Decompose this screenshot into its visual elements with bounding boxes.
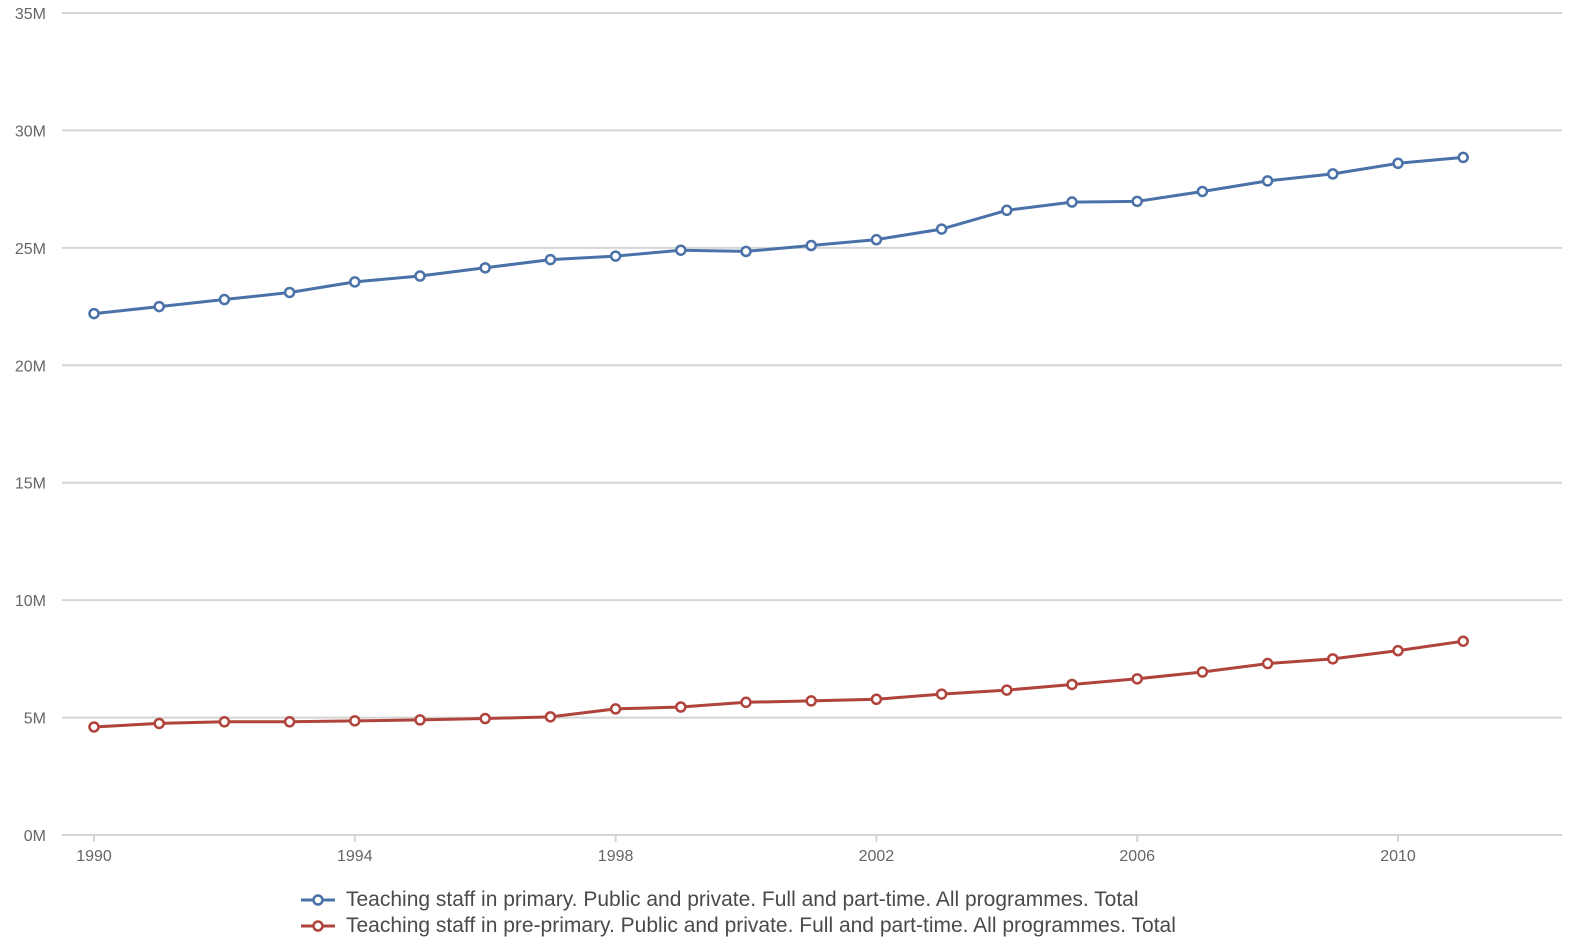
- data-point[interactable]: [1001, 204, 1013, 217]
- data-point[interactable]: [935, 223, 948, 235]
- x-tick-label: 2002: [859, 848, 895, 865]
- data-point[interactable]: [870, 693, 883, 706]
- data-point[interactable]: [414, 714, 426, 726]
- data-point[interactable]: [1261, 175, 1274, 187]
- y-tick-label: 25M: [15, 241, 46, 258]
- data-point[interactable]: [1196, 666, 1209, 678]
- data-point[interactable]: [1001, 684, 1013, 696]
- data-point[interactable]: [740, 245, 752, 258]
- data-point[interactable]: [88, 721, 100, 733]
- series-line: [93, 639, 1464, 729]
- legend-swatch-pre-primary: [301, 920, 335, 932]
- data-point[interactable]: [283, 716, 296, 728]
- data-point[interactable]: [609, 703, 622, 715]
- y-tick-label: 35M: [15, 6, 46, 23]
- gridlines: [62, 12, 1562, 836]
- legend-label-primary: Teaching staff in primary. Public and pr…: [346, 888, 1139, 911]
- series-0: [88, 151, 1469, 320]
- legend-item-primary[interactable]: Teaching staff in primary. Public and pr…: [300, 887, 1400, 913]
- data-point[interactable]: [1392, 157, 1404, 170]
- data-point[interactable]: [1196, 185, 1209, 198]
- x-axis: 1990 1994 1998 2002 2006 2010: [76, 835, 1416, 865]
- data-point[interactable]: [1327, 168, 1339, 180]
- series: [88, 151, 1469, 733]
- y-tick-label: 0M: [24, 828, 46, 845]
- x-tick-label: 2006: [1119, 848, 1155, 865]
- x-tick-label: 1990: [76, 848, 112, 865]
- data-point[interactable]: [544, 253, 557, 266]
- x-tick-label: 2010: [1380, 848, 1416, 865]
- data-point[interactable]: [675, 701, 687, 713]
- data-point[interactable]: [88, 307, 100, 320]
- data-point[interactable]: [544, 711, 557, 723]
- data-point[interactable]: [153, 717, 165, 730]
- y-tick-label: 10M: [15, 593, 46, 610]
- data-point[interactable]: [1131, 673, 1143, 685]
- x-tick-label: 1994: [337, 848, 373, 865]
- data-point[interactable]: [1131, 195, 1143, 208]
- data-point[interactable]: [805, 695, 817, 707]
- y-tick-label: 20M: [15, 358, 46, 375]
- x-tick-label: 1998: [598, 848, 634, 865]
- y-tick-label: 5M: [24, 711, 46, 728]
- y-tick-label: 15M: [15, 476, 46, 493]
- data-point[interactable]: [218, 716, 231, 728]
- legend-label-pre-primary: Teaching staff in pre-primary. Public an…: [346, 914, 1176, 937]
- data-point[interactable]: [675, 244, 687, 256]
- data-point[interactable]: [349, 715, 361, 727]
- legend: Teaching staff in primary. Public and pr…: [300, 887, 1400, 939]
- data-point[interactable]: [218, 293, 231, 306]
- data-point[interactable]: [870, 233, 883, 246]
- data-point[interactable]: [1066, 196, 1078, 208]
- data-point[interactable]: [1392, 644, 1404, 657]
- data-point[interactable]: [935, 688, 948, 700]
- data-point[interactable]: [805, 239, 817, 252]
- y-axis: 0M 5M 10M 15M 20M 25M 30M 35M: [15, 6, 46, 845]
- data-point[interactable]: [414, 270, 426, 282]
- y-tick-label: 30M: [15, 123, 46, 140]
- data-point[interactable]: [740, 696, 752, 709]
- series-line: [93, 155, 1464, 316]
- data-point[interactable]: [609, 250, 622, 262]
- series-1: [88, 635, 1469, 733]
- data-point[interactable]: [1457, 635, 1469, 647]
- data-point[interactable]: [1066, 678, 1078, 691]
- data-point[interactable]: [1261, 657, 1274, 670]
- data-point[interactable]: [479, 712, 491, 725]
- data-point[interactable]: [153, 300, 165, 313]
- data-point[interactable]: [479, 262, 491, 274]
- legend-swatch-primary: [301, 894, 335, 906]
- data-point[interactable]: [283, 286, 296, 299]
- data-point[interactable]: [1457, 151, 1469, 164]
- legend-item-pre-primary[interactable]: Teaching staff in pre-primary. Public an…: [300, 913, 1400, 939]
- data-point[interactable]: [349, 276, 361, 288]
- data-point[interactable]: [1327, 653, 1339, 665]
